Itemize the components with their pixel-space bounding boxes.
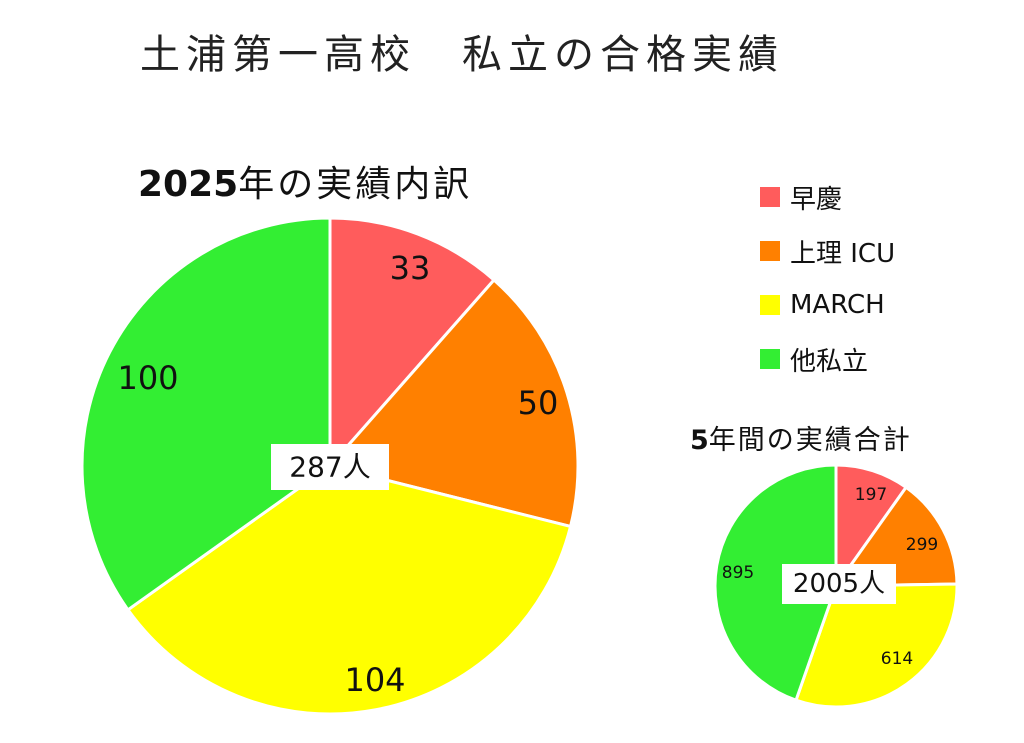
pie-2025-slice-march: [125, 464, 573, 716]
pie-2025-slice-jouri-icu: [327, 277, 580, 529]
legend-item-soukei: 早慶: [760, 170, 895, 224]
chart-title-5year: 5年間の実績合計: [690, 418, 912, 457]
legend: 早慶 上理 ICU MARCH 他私立: [760, 170, 895, 386]
pie-5year-total-label: 2005人: [793, 569, 885, 599]
chart-title-years: 5: [690, 425, 709, 456]
chart-title-text: 年の実績内訳: [238, 164, 473, 205]
legend-label: 上理 ICU: [790, 238, 896, 269]
pie-2025-slice-other-private: [80, 216, 332, 612]
pie-2025-total-box: [271, 444, 389, 490]
pie-2025-slice-soukei: [328, 216, 497, 470]
pie-5year-label-other-private: 895: [722, 563, 754, 583]
pie-2025-label-other-private: 100: [117, 359, 178, 397]
legend-swatch: [760, 187, 780, 207]
legend-swatch: [760, 349, 780, 369]
legend-item-march: MARCH: [760, 278, 895, 332]
pie-2025-label-jouri-icu: 50: [518, 384, 559, 422]
pie-5year-label-jouri-icu: 299: [906, 535, 938, 555]
pie-5year-slice-other-private: [713, 463, 838, 703]
pie-5year-label-march: 614: [881, 649, 913, 669]
legend-swatch: [760, 241, 780, 261]
legend-item-jouri-icu: 上理 ICU: [760, 224, 895, 278]
pie-5year-slice-march: [794, 582, 959, 709]
chart-title-2025: 2025年の実績内訳: [138, 155, 472, 207]
pie-5year-slice-jouri-icu: [833, 485, 959, 588]
page-title: 土浦第一高校 私立の合格実績: [140, 32, 784, 78]
chart-title-year: 2025: [138, 164, 239, 205]
pie-5year-label-soukei: 197: [855, 485, 887, 505]
legend-label: 他私立: [790, 346, 869, 377]
pie-2025-label-march: 104: [344, 661, 405, 699]
legend-swatch: [760, 295, 780, 315]
pie-2025-total-label: 287人: [289, 451, 370, 484]
chart-title-text: 年間の実績合計: [708, 425, 912, 456]
legend-item-other-private: 他私立: [760, 332, 895, 386]
pie-5year-total-box: [782, 564, 896, 604]
legend-label: MARCH: [790, 290, 885, 320]
pie-2025-label-soukei: 33: [390, 249, 431, 287]
legend-label: 早慶: [790, 184, 843, 215]
